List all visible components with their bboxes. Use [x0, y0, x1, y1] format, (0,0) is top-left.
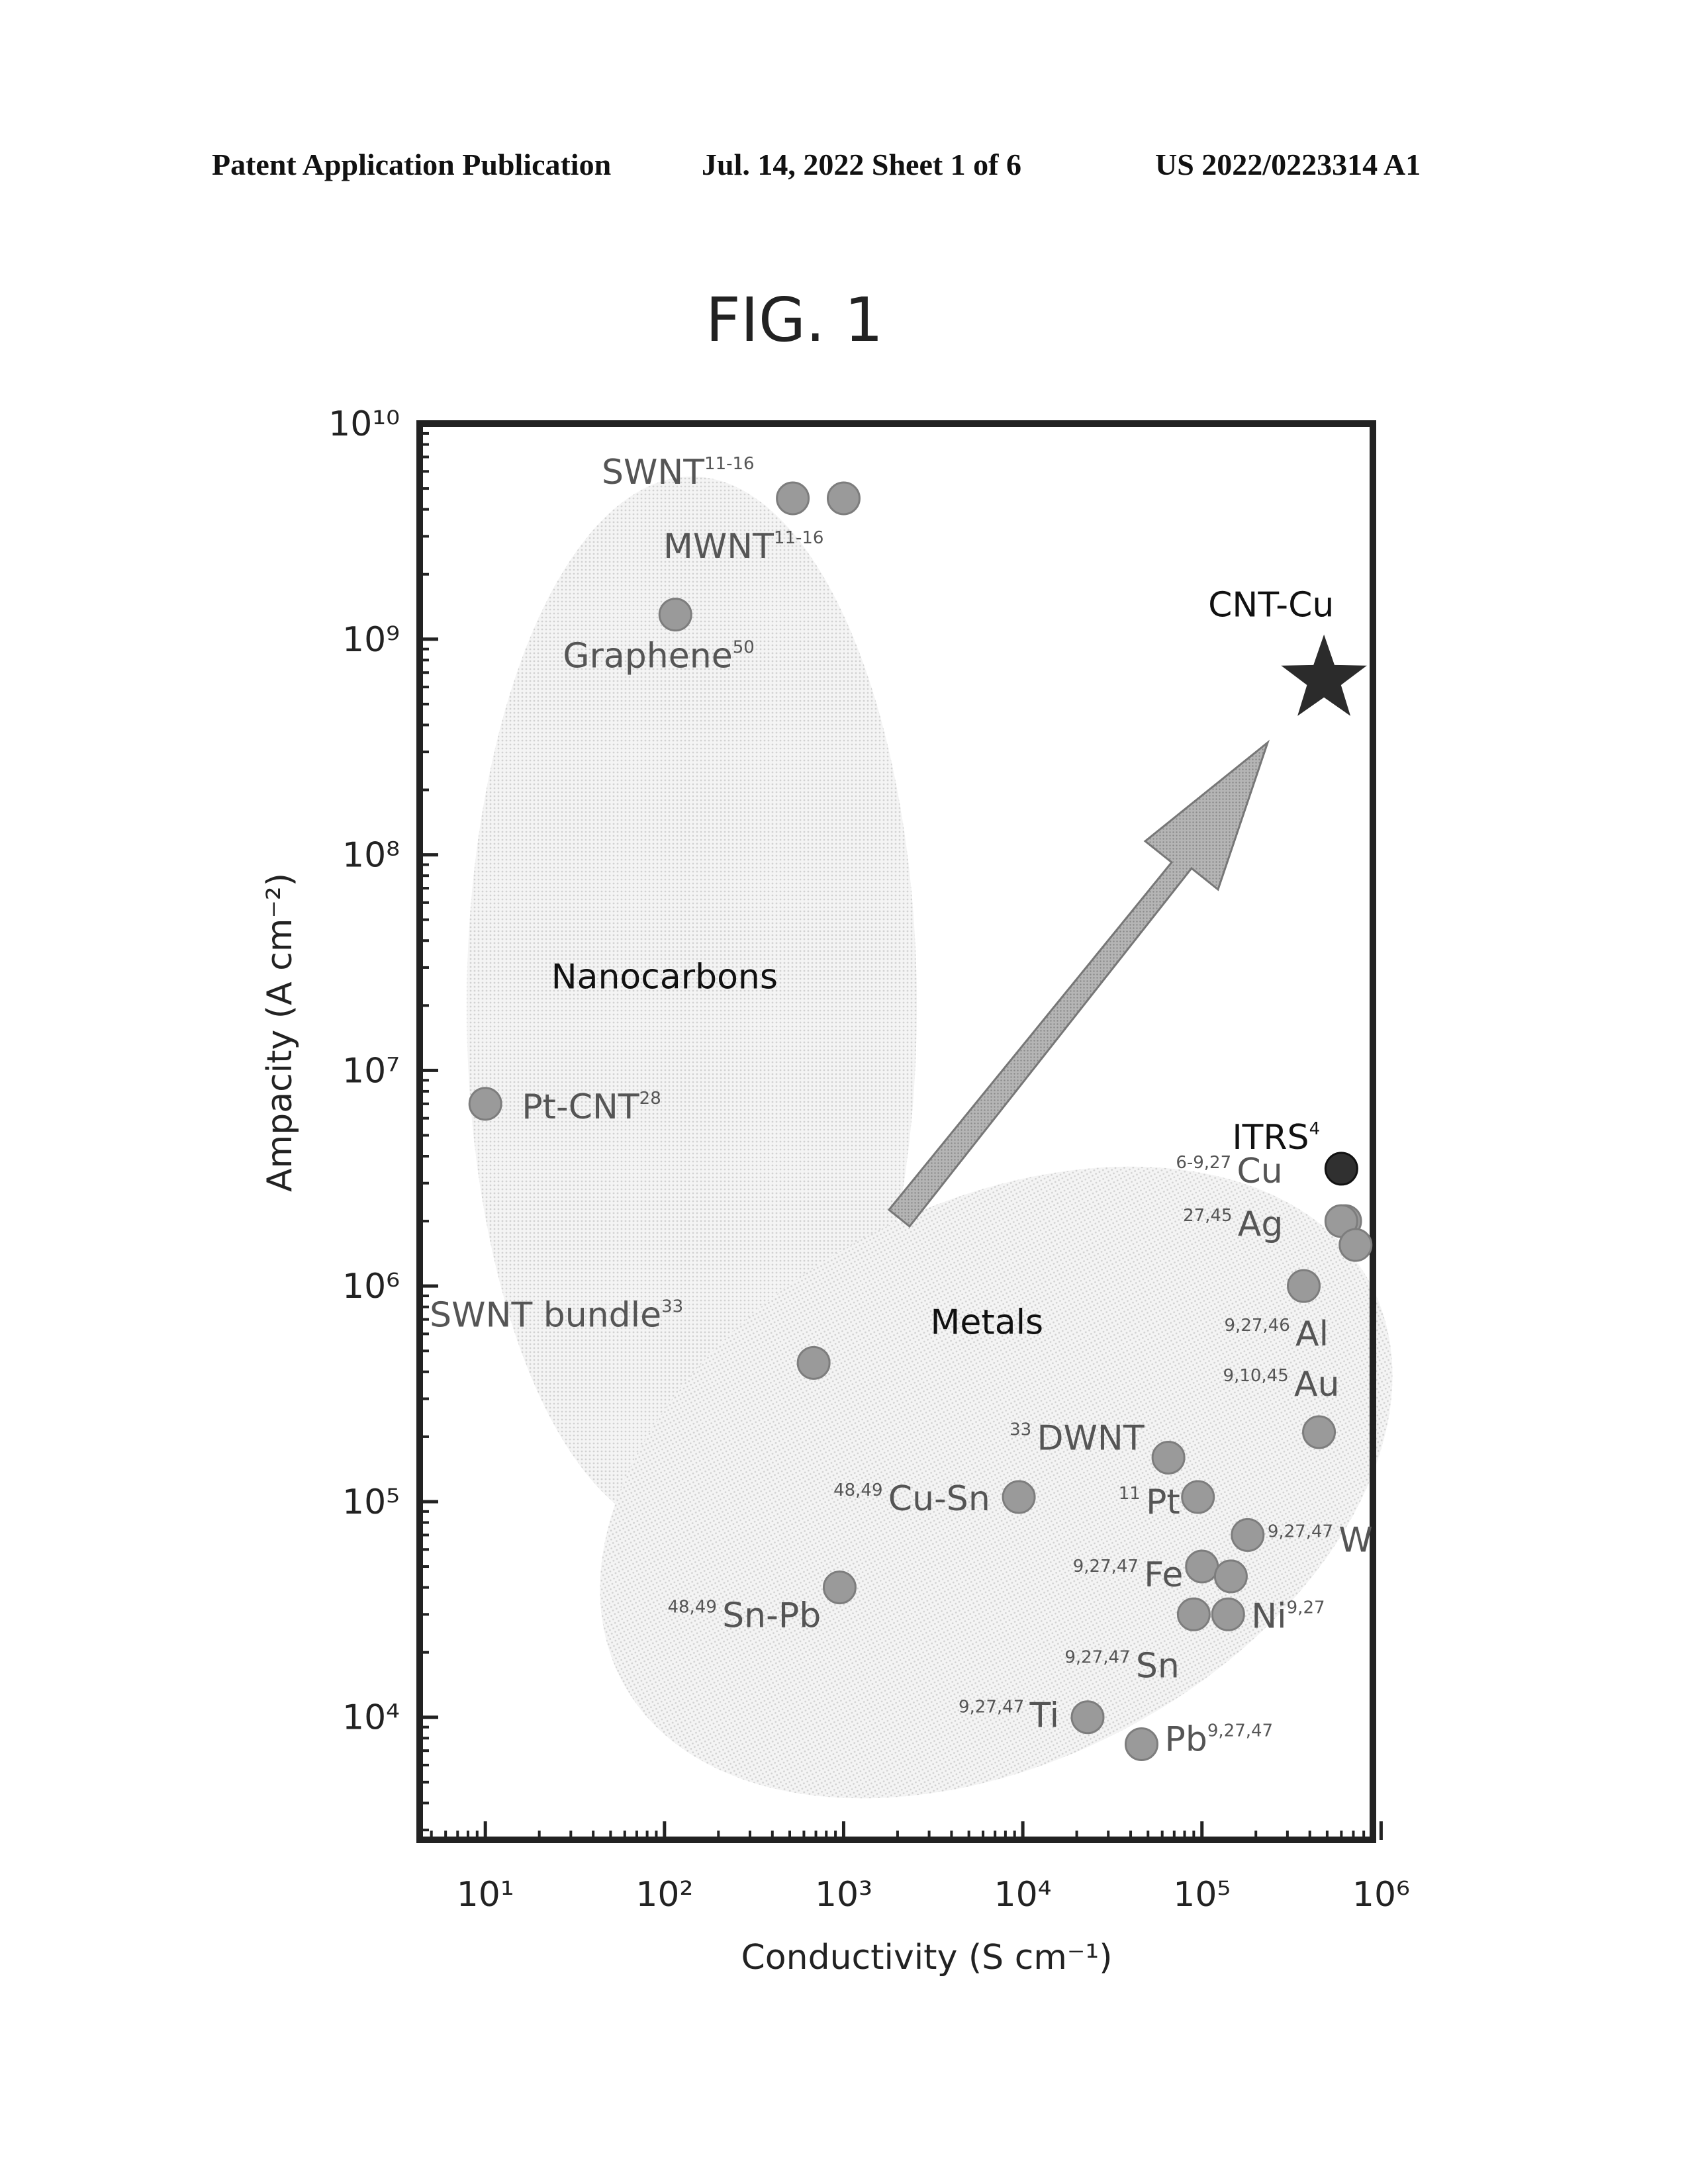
point-label: SWNT bundle33	[430, 1295, 683, 1335]
x-axis-ticks: 10¹ 10² 10³ 10⁴ 10⁵ 10⁶	[457, 1821, 1410, 1915]
data-point	[1072, 1702, 1103, 1733]
point-cnt-cu-star	[1281, 635, 1366, 716]
data-point	[1003, 1481, 1035, 1513]
y-tick-label: 10⁸	[342, 836, 400, 876]
point-label: ITRS4	[1232, 1118, 1320, 1158]
y-tick-label: 10⁵	[342, 1482, 400, 1522]
y-tick-label: 10⁶	[342, 1267, 400, 1306]
y-tick-label: 10⁴	[342, 1698, 400, 1738]
x-tick-label: 10³	[815, 1875, 872, 1915]
point-label: Pb9,27,47	[1164, 1719, 1273, 1759]
x-tick-label: 10⁵	[1173, 1875, 1231, 1915]
data-point	[1152, 1441, 1184, 1473]
data-point	[1186, 1551, 1218, 1582]
point-label: CNT-Cu	[1208, 586, 1334, 625]
data-point	[1232, 1519, 1264, 1551]
x-tick-label: 10⁴	[994, 1875, 1052, 1915]
x-tick-label: 10¹	[457, 1875, 514, 1915]
region-label: Metals	[930, 1302, 1043, 1342]
data-point	[1182, 1481, 1214, 1513]
data-point	[777, 482, 809, 514]
data-point	[659, 599, 691, 631]
y-tick-label: 10⁹	[342, 620, 400, 660]
x-axis-label: Conductivity (S cm⁻¹)	[741, 1938, 1112, 1978]
data-point	[823, 1572, 855, 1604]
data-point	[1212, 1598, 1244, 1630]
data-point	[1215, 1561, 1246, 1592]
data-point	[1340, 1229, 1372, 1261]
data-point	[1125, 1728, 1157, 1760]
point-label: Graphene50	[563, 637, 755, 676]
data-point	[1325, 1153, 1357, 1185]
data-point	[1178, 1598, 1209, 1630]
data-point	[1288, 1270, 1320, 1302]
point-label: Ni9,27	[1251, 1596, 1325, 1636]
y-tick-label: 10⁷	[342, 1051, 400, 1091]
y-axis-label: Ampacity (A cm⁻²)	[260, 873, 300, 1192]
data-point	[469, 1088, 501, 1120]
region-label: Nanocarbons	[551, 958, 778, 997]
y-tick-label: 10¹⁰	[328, 404, 400, 444]
data-point	[1303, 1416, 1335, 1448]
data-point	[827, 482, 859, 514]
x-tick-label: 10⁶	[1352, 1875, 1410, 1915]
x-tick-label: 10²	[635, 1875, 693, 1915]
data-point	[798, 1347, 829, 1379]
